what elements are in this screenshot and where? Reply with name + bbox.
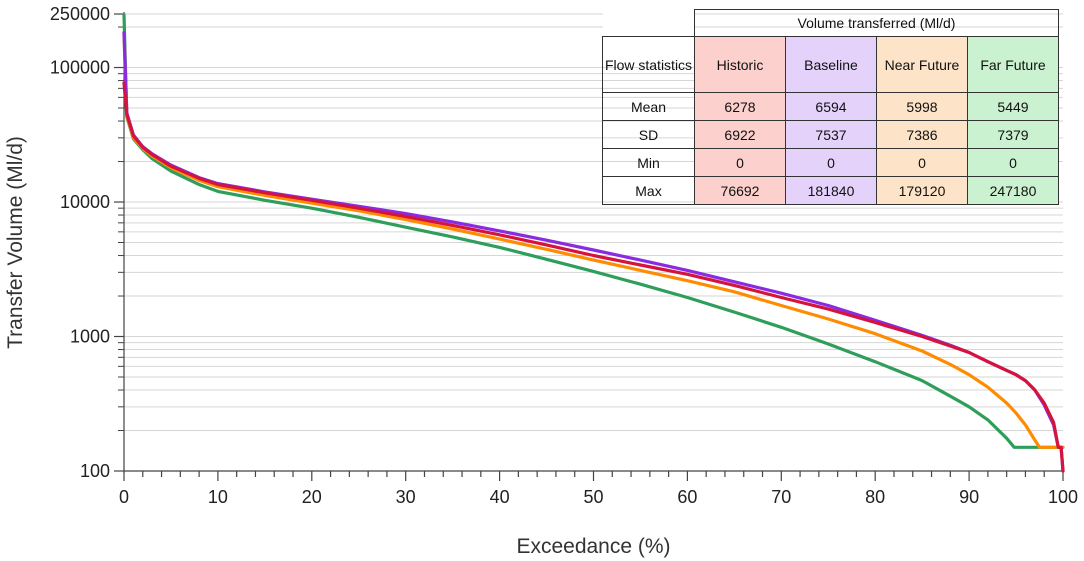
y-tick-label: 1000	[70, 327, 110, 347]
table-cell: 6278	[694, 92, 786, 121]
x-tick-label: 70	[771, 487, 791, 507]
x-tick-label: 60	[677, 487, 697, 507]
table-cell: 7386	[876, 120, 968, 149]
x-tick-label: 0	[119, 487, 129, 507]
column-header-baseline: Baseline	[785, 36, 877, 93]
x-axis-title: Exceedance (%)	[516, 535, 670, 558]
column-header-near-future: Near Future	[876, 36, 968, 93]
x-tick-label: 10	[208, 487, 228, 507]
row-label: Min	[602, 148, 695, 177]
table-cell: 0	[694, 148, 786, 177]
table-cell: 181840	[785, 176, 877, 205]
table-cell: 0	[967, 148, 1059, 177]
series-lines	[122, 13, 1065, 473]
row-label: Max	[602, 176, 695, 205]
x-tick-label: 90	[959, 487, 979, 507]
table-cell: 7379	[967, 120, 1059, 149]
series-line-far-future	[122, 13, 1065, 449]
x-tick-label: 40	[490, 487, 510, 507]
table-cell: 7537	[785, 120, 877, 149]
y-tick-label: 250000	[50, 4, 110, 24]
row-label: SD	[602, 120, 695, 149]
table-cell: 6594	[785, 92, 877, 121]
table-corner	[602, 9, 695, 37]
table-cell: 247180	[967, 176, 1059, 205]
x-tick-label: 20	[302, 487, 322, 507]
table-cell: 5449	[967, 92, 1059, 121]
table-row: Mean 6278 6594 5998 5449	[602, 92, 1059, 121]
table-cell: 179120	[876, 176, 968, 205]
table-row: Min 0 0 0 0	[602, 148, 1059, 177]
column-header-far-future: Far Future	[967, 36, 1059, 93]
table-row: Max 76692 181840 179120 247180	[602, 176, 1059, 205]
series-line-historic	[122, 81, 1065, 473]
x-tick-label: 50	[583, 487, 603, 507]
table-cell: 0	[876, 148, 968, 177]
y-tick-label: 100000	[50, 58, 110, 78]
x-tick-label: 80	[865, 487, 885, 507]
y-tick-label: 100	[80, 461, 110, 481]
table-cell: 5998	[876, 92, 968, 121]
column-header-historic: Historic	[694, 36, 786, 93]
table-cell: 6922	[694, 120, 786, 149]
table-cell: 0	[785, 148, 877, 177]
y-axis-title: Transfer Volume (Ml/d)	[4, 136, 27, 349]
row-header-title: Flow statistics	[602, 36, 695, 93]
table-row: SD 6922 7537 7386 7379	[602, 120, 1059, 149]
table-group-header: Volume transferred (Ml/d)	[694, 9, 1059, 37]
x-tick-label: 30	[396, 487, 416, 507]
x-tick-label: 100	[1048, 487, 1078, 507]
row-label: Mean	[602, 92, 695, 121]
flow-statistics-table: Volume transferred (Ml/d) Flow statistic…	[602, 9, 1059, 205]
y-tick-label: 10000	[60, 192, 110, 212]
table-cell: 76692	[694, 176, 786, 205]
